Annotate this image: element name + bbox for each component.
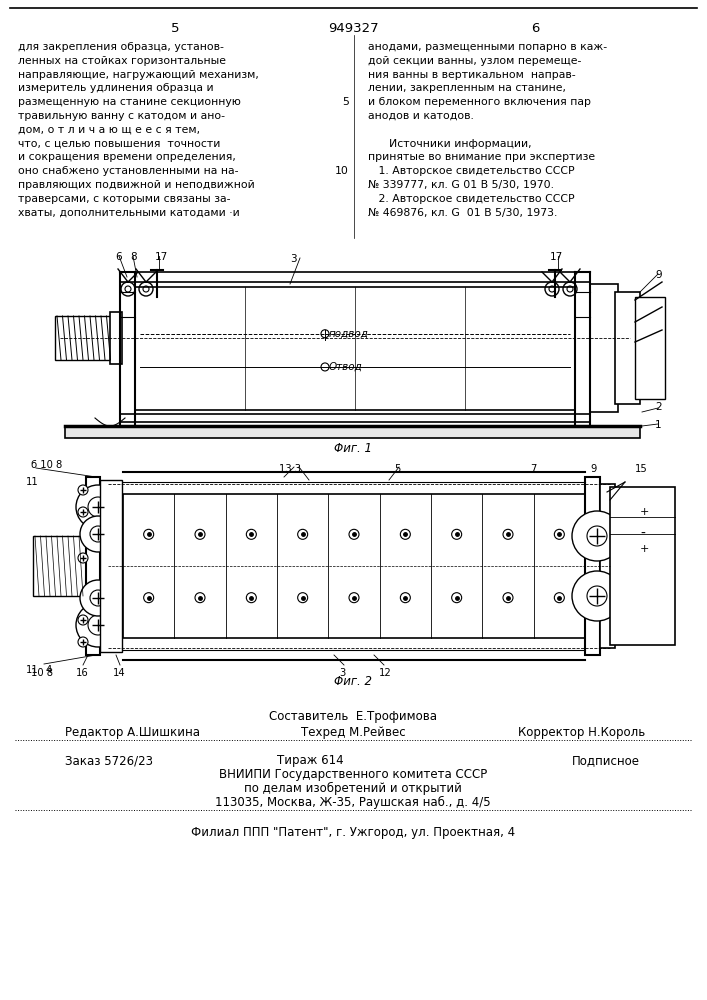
Text: лении, закрепленным на станине,: лении, закрепленным на станине, xyxy=(368,83,566,93)
Text: 5: 5 xyxy=(171,22,180,35)
Text: принятые во внимание при экспертизе: принятые во внимание при экспертизе xyxy=(368,152,595,162)
Text: 113035, Москва, Ж-35, Раушская наб., д. 4/5: 113035, Москва, Ж-35, Раушская наб., д. … xyxy=(215,796,491,809)
Bar xyxy=(110,312,122,364)
Bar xyxy=(590,284,618,412)
Text: измеритель удлинения образца и: измеритель удлинения образца и xyxy=(18,83,214,93)
Circle shape xyxy=(572,511,622,561)
Circle shape xyxy=(76,603,120,647)
Text: Φиг. 1: Φиг. 1 xyxy=(334,442,372,455)
Circle shape xyxy=(76,485,120,529)
Text: 17: 17 xyxy=(155,252,168,262)
Text: 10: 10 xyxy=(335,166,349,176)
Text: 2: 2 xyxy=(655,402,662,412)
Text: 3: 3 xyxy=(339,668,345,678)
Text: 1: 1 xyxy=(655,420,662,430)
Text: +: + xyxy=(640,544,649,554)
Text: 9: 9 xyxy=(590,464,597,474)
Text: 12: 12 xyxy=(379,668,392,678)
Circle shape xyxy=(80,516,116,552)
Text: Редактор А.Шишкина: Редактор А.Шишкина xyxy=(65,726,200,739)
Text: 3: 3 xyxy=(290,254,297,264)
Text: 949327: 949327 xyxy=(327,22,378,35)
Bar xyxy=(55,316,117,360)
Text: -: - xyxy=(640,527,645,541)
Text: анодами, размещенными попарно в каж-: анодами, размещенными попарно в каж- xyxy=(368,42,607,52)
Text: 14: 14 xyxy=(113,668,126,678)
Circle shape xyxy=(78,507,88,517)
Bar xyxy=(585,477,600,655)
Text: оно снабжено установленными на на-: оно снабжено установленными на на- xyxy=(18,166,238,176)
Text: правляющих подвижной и неподвижной: правляющих подвижной и неподвижной xyxy=(18,180,255,190)
Text: по делам изобретений и открытий: по делам изобретений и открытий xyxy=(244,782,462,795)
Text: Отвод: Отвод xyxy=(329,362,363,372)
Text: 10 8: 10 8 xyxy=(31,668,53,678)
Text: 6: 6 xyxy=(531,22,539,35)
Circle shape xyxy=(78,637,88,647)
Bar xyxy=(100,480,122,652)
Bar xyxy=(65,426,640,438)
Text: для закрепления образца, установ-: для закрепления образца, установ- xyxy=(18,42,224,52)
Text: 9: 9 xyxy=(655,270,662,280)
Bar xyxy=(135,287,575,410)
Text: Подписное: Подписное xyxy=(572,754,640,767)
Text: Φиг. 2: Φиг. 2 xyxy=(334,675,372,688)
Text: анодов и катодов.: анодов и катодов. xyxy=(368,111,474,121)
Text: и блоком переменного включения пар: и блоком переменного включения пар xyxy=(368,97,591,107)
Text: и сокращения времени определения,: и сокращения времени определения, xyxy=(18,152,236,162)
Text: Составитель  Е.Трофимова: Составитель Е.Трофимова xyxy=(269,710,437,723)
Text: 16: 16 xyxy=(76,668,89,678)
Text: 8: 8 xyxy=(130,252,136,262)
Bar xyxy=(123,494,585,638)
Text: +: + xyxy=(640,507,649,517)
Text: ния ванны в вертикальном  направ-: ния ванны в вертикальном направ- xyxy=(368,70,575,80)
Text: травильную ванну с катодом и ано-: травильную ванну с катодом и ано- xyxy=(18,111,225,121)
Text: 5: 5 xyxy=(342,97,349,107)
Text: дой секции ванны, узлом перемеще-: дой секции ванны, узлом перемеще- xyxy=(368,56,581,66)
Text: ВНИИПИ Государственного комитета СССР: ВНИИПИ Государственного комитета СССР xyxy=(219,768,487,781)
Bar xyxy=(635,297,665,399)
Text: 6: 6 xyxy=(115,252,122,262)
Bar xyxy=(610,487,675,645)
Text: 5: 5 xyxy=(394,464,400,474)
Text: 7: 7 xyxy=(530,464,537,474)
Text: 2. Авторское свидетельство СССР: 2. Авторское свидетельство СССР xyxy=(368,194,575,204)
Text: подвод: подвод xyxy=(329,329,369,339)
Bar xyxy=(33,536,88,596)
Text: направляющие, нагружающий механизм,: направляющие, нагружающий механизм, xyxy=(18,70,259,80)
Circle shape xyxy=(78,485,88,495)
Text: что, с целью повышения  точности: что, с целью повышения точности xyxy=(18,139,221,149)
Text: дом, о т л и ч а ю щ е е с я тем,: дом, о т л и ч а ю щ е е с я тем, xyxy=(18,125,200,135)
Bar xyxy=(615,292,640,404)
Text: б 10 8: б 10 8 xyxy=(31,460,62,470)
Text: хваты, дополнительными катодами ·и: хваты, дополнительными катодами ·и xyxy=(18,208,240,218)
Circle shape xyxy=(572,571,622,621)
Text: размещенную на станине секционную: размещенную на станине секционную xyxy=(18,97,241,107)
Text: Техред М.Рейвес: Техред М.Рейвес xyxy=(300,726,405,739)
Text: 1. Авторское свидетельство СССР: 1. Авторское свидетельство СССР xyxy=(368,166,575,176)
Text: 17: 17 xyxy=(550,252,563,262)
Text: траверсами, с которыми связаны за-: траверсами, с которыми связаны за- xyxy=(18,194,230,204)
Text: ленных на стойках горизонтальные: ленных на стойках горизонтальные xyxy=(18,56,226,66)
Text: 11: 11 xyxy=(26,477,39,487)
Circle shape xyxy=(78,553,88,563)
Text: Филиал ППП "Патент", г. Ужгород, ул. Проектная, 4: Филиал ППП "Патент", г. Ужгород, ул. Про… xyxy=(191,826,515,839)
Text: № 469876, кл. G  01 В 5/30, 1973.: № 469876, кл. G 01 В 5/30, 1973. xyxy=(368,208,557,218)
Text: 4: 4 xyxy=(46,665,52,675)
Bar xyxy=(86,477,100,655)
Text: Заказ 5726/23: Заказ 5726/23 xyxy=(65,754,153,767)
Text: 11: 11 xyxy=(26,665,39,675)
Text: Тираж 614: Тираж 614 xyxy=(276,754,344,767)
Text: 15: 15 xyxy=(635,464,648,474)
Circle shape xyxy=(78,615,88,625)
Text: № 339777, кл. G 01 В 5/30, 1970.: № 339777, кл. G 01 В 5/30, 1970. xyxy=(368,180,554,190)
Text: 13 3: 13 3 xyxy=(279,464,301,474)
Text: Источники информации,: Источники информации, xyxy=(368,139,532,149)
Circle shape xyxy=(80,580,116,616)
Bar xyxy=(600,484,615,648)
Text: Корректор Н.Король: Корректор Н.Король xyxy=(518,726,645,739)
